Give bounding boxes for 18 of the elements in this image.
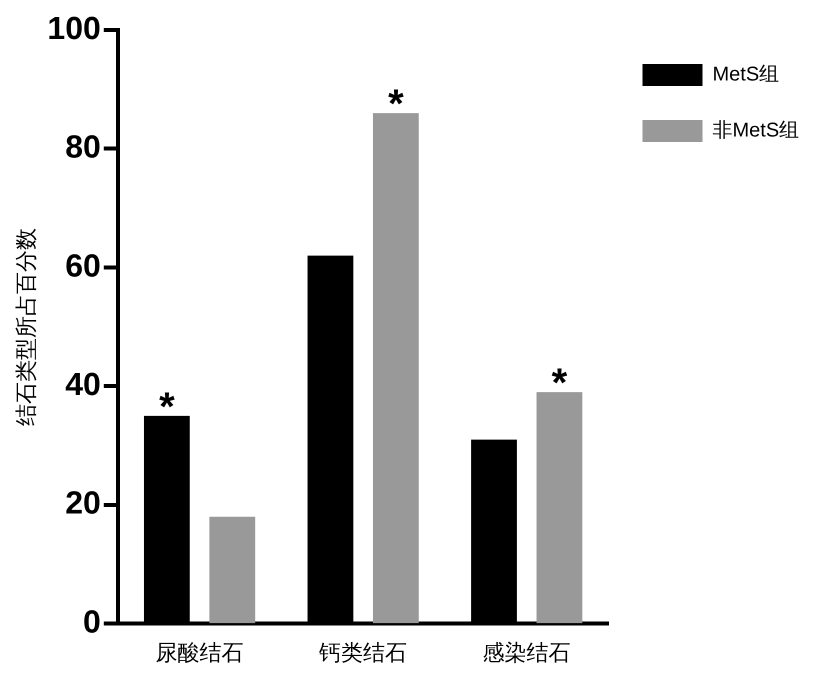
y-tick-label: 60 [65,247,101,284]
legend-label: 非MetS组 [712,120,800,142]
bar [536,392,582,624]
annotation: * [388,82,404,126]
annotation: * [159,384,176,429]
x-tick-label: 钙类结石 [318,640,408,665]
legend-label: MetS组 [712,64,780,86]
y-axis-title: 结石类型所占百分数 [13,228,38,426]
x-tick-label: 尿酸结石 [156,640,244,665]
y-tick-label: 0 [82,603,101,640]
annotation: * [552,361,568,406]
y-tick-label: 100 [47,10,101,46]
bar [372,113,419,624]
y-tick-label: 80 [65,128,101,165]
y-tick-label: 20 [65,484,101,521]
bar [209,516,256,624]
y-tick-label: 40 [65,366,101,402]
x-tick-label: 感染结石 [482,640,571,665]
